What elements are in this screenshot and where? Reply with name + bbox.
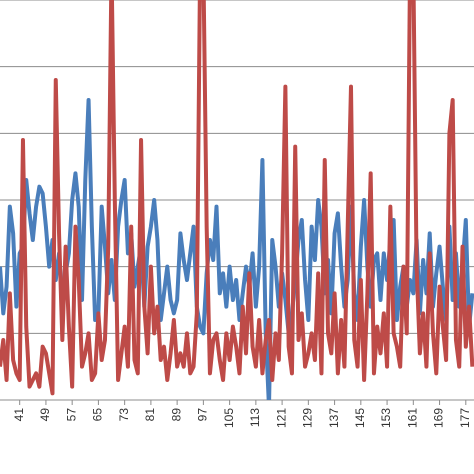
x-tick-label: 57 xyxy=(64,408,78,422)
data-line xyxy=(0,98,474,400)
x-tick-label: 121 xyxy=(274,408,288,428)
x-tick-label: 65 xyxy=(91,408,105,422)
x-tick-label: 177 xyxy=(458,408,472,428)
x-tick-label: 161 xyxy=(405,408,419,428)
x-tick-label: 49 xyxy=(38,408,52,422)
x-tick-label: 137 xyxy=(327,408,341,428)
plot-area xyxy=(0,0,474,400)
x-tick-label: 73 xyxy=(117,408,131,422)
x-tick-label: 145 xyxy=(353,408,367,428)
x-tick-label: 113 xyxy=(248,408,262,427)
data-line xyxy=(0,0,474,396)
x-tick-label: 81 xyxy=(143,408,157,422)
x-tick-label: 89 xyxy=(169,408,183,422)
x-tick-label: 97 xyxy=(196,408,210,422)
x-tick-label: 41 xyxy=(12,408,26,422)
x-tick-label: 153 xyxy=(379,408,393,428)
x-tick-label: 129 xyxy=(301,408,315,428)
x-tick-label: 169 xyxy=(432,408,446,428)
x-tick-label: 105 xyxy=(222,408,236,428)
